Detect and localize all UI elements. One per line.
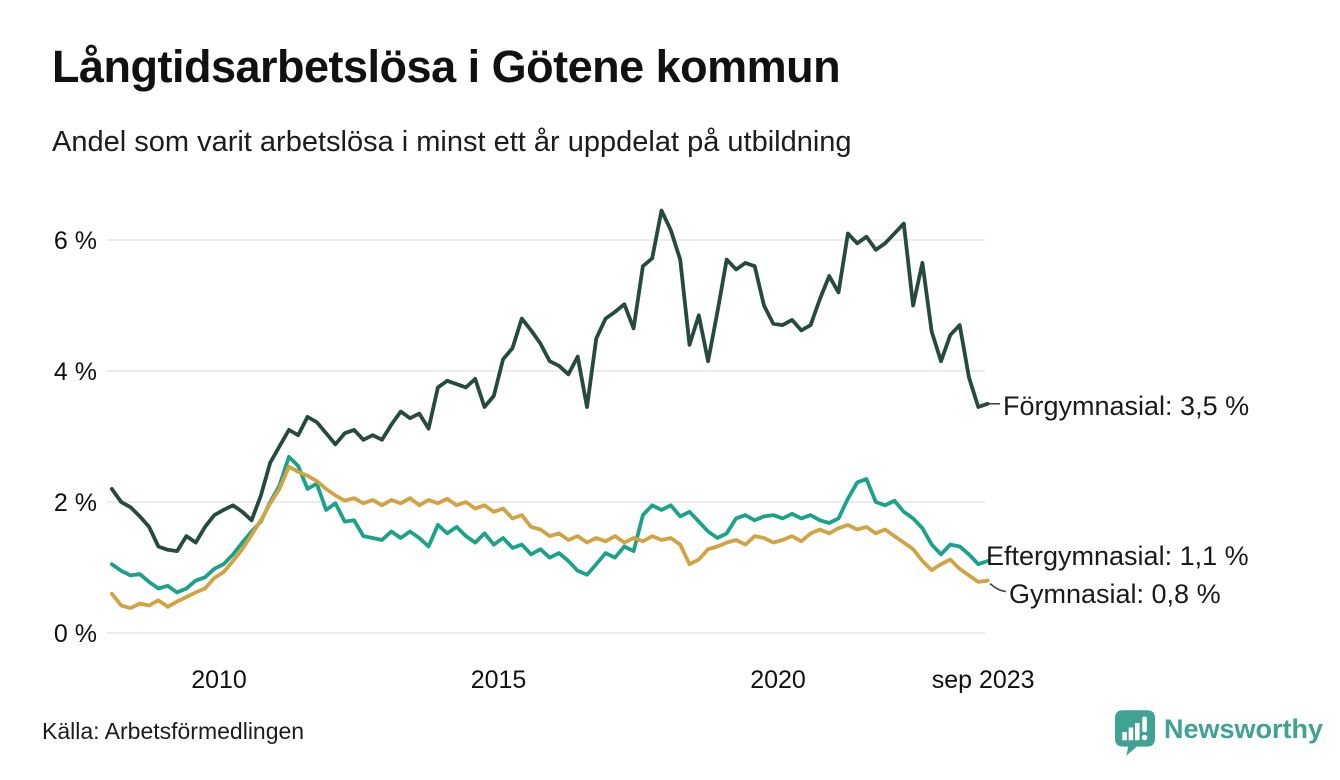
x-tick-label: sep 2023 — [932, 666, 1035, 694]
brand-name: Newsworthy — [1164, 714, 1324, 744]
series-line-eftergymnasial — [109, 454, 990, 595]
label-connector-gymnasial — [989, 582, 1007, 593]
brand-logo: Newsworthy — [1115, 710, 1323, 756]
x-tick-label: 2015 — [471, 666, 527, 694]
page-title: Långtidsarbetslösa i Götene kommun — [52, 41, 841, 92]
series-line-förgymnasial — [109, 208, 990, 553]
source-note: Källa: Arbetsförmedlingen — [42, 718, 305, 744]
series-end-label-gymnasial: Gymnasial: 0,8 % — [1009, 579, 1221, 609]
y-tick-label: 2 % — [54, 489, 97, 517]
series-line-gymnasial — [109, 464, 990, 610]
page-subtitle: Andel som varit arbetslösa i minst ett å… — [52, 126, 852, 158]
x-tick-label: 2010 — [191, 666, 247, 694]
y-tick-label: 4 % — [54, 358, 97, 386]
series-end-label-eftergymnasial: Eftergymnasial: 1,1 % — [986, 541, 1249, 571]
y-tick-label: 6 % — [54, 227, 97, 255]
x-tick-label: 2020 — [750, 666, 806, 694]
series-end-label-forgymnasial: Förgymnasial: 3,5 % — [1003, 391, 1250, 421]
y-tick-label: 0 % — [54, 620, 97, 648]
newsworthy-icon — [1115, 710, 1155, 756]
